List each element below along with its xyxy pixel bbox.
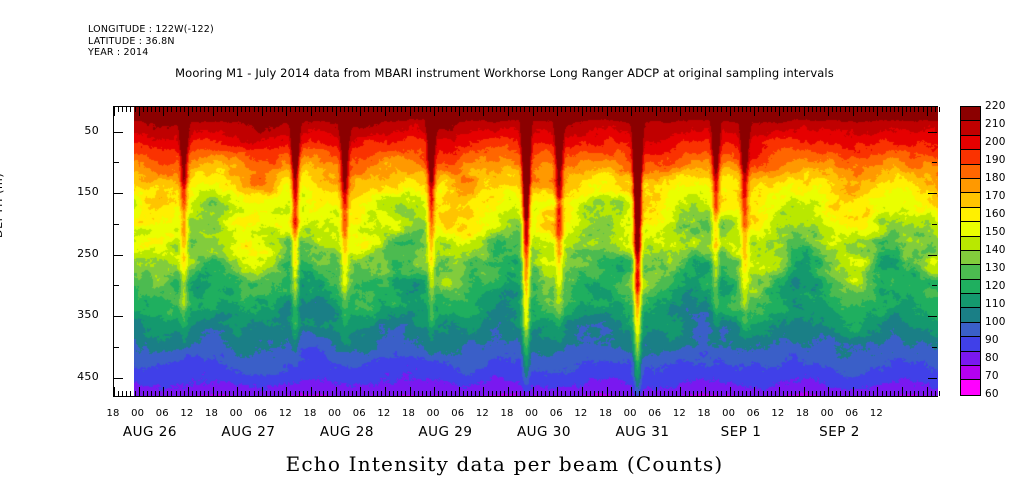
- x-axis-hour-label: 12: [180, 408, 194, 419]
- x-axis-hour-label: 06: [254, 408, 268, 419]
- colorbar-segment: [961, 265, 980, 280]
- y-axis-label: 250: [77, 246, 99, 260]
- x-axis-hour-label: 00: [820, 408, 834, 419]
- colorbar-segment: [961, 150, 980, 165]
- x-axis-hour-label: 12: [574, 408, 588, 419]
- colorbar-segment: [961, 308, 980, 323]
- chart-title: Mooring M1 - July 2014 data from MBARI i…: [175, 66, 834, 80]
- x-axis-day-label: AUG 26: [122, 424, 177, 440]
- x-axis-hour-label: 06: [746, 408, 760, 419]
- colorbar-segment: [961, 250, 980, 266]
- colorbar-tick-label: 190: [985, 154, 1006, 166]
- x-axis-day-label: SEP 1: [720, 424, 762, 440]
- x-axis-hour-label: 06: [451, 408, 465, 419]
- colorbar-segment: [961, 135, 980, 151]
- colorbar-segment: [961, 322, 980, 338]
- colorbar-tick-label: 90: [985, 334, 999, 346]
- colorbar-tick-label: 180: [985, 172, 1006, 184]
- x-axis-hour-label: 12: [278, 408, 292, 419]
- chart-caption: Echo Intensity data per beam (Counts): [285, 452, 724, 476]
- x-axis-hour-label: 12: [771, 408, 785, 419]
- x-axis-hour-label: 06: [352, 408, 366, 419]
- year-text: YEAR : 2014: [88, 47, 149, 59]
- colorbar-segment: [961, 236, 980, 251]
- colorbar-tick-label: 150: [985, 226, 1006, 238]
- colorbar-tick-label: 120: [985, 280, 1006, 292]
- colorbar-segment: [961, 207, 980, 223]
- x-axis-hour-label: 00: [328, 408, 342, 419]
- x-axis-hour-label: 18: [401, 408, 416, 419]
- colorbar-segment: [961, 351, 980, 367]
- x-axis-hour-label: 18: [598, 408, 613, 419]
- colorbar-tick-label: 70: [985, 370, 999, 382]
- x-axis-day-label: AUG 31: [615, 424, 670, 440]
- x-axis-day-label: SEP 2: [819, 424, 860, 440]
- y-axis-label: 50: [84, 123, 99, 137]
- x-axis-day-label: AUG 30: [516, 424, 571, 440]
- colorbar-segment: [961, 193, 980, 208]
- colorbar-segment: [961, 178, 980, 194]
- x-axis-hour-label: 18: [106, 408, 120, 419]
- colorbar-tick-label: 170: [985, 190, 1006, 202]
- colorbar-segment: [961, 121, 980, 136]
- echo-intensity-heatmap: [134, 107, 938, 396]
- colorbar-segment: [961, 294, 980, 309]
- colorbar-segment: [961, 107, 980, 122]
- x-axis-day-label: AUG 28: [319, 424, 374, 440]
- x-axis-day-label: AUG 29: [418, 424, 473, 440]
- x-axis-hour-label: 00: [229, 408, 243, 419]
- colorbar-tick-label: 110: [985, 298, 1006, 310]
- colorbar-segment: [961, 164, 980, 179]
- x-axis-hour-label: 12: [377, 408, 391, 419]
- x-axis-hour-label: 12: [672, 408, 686, 419]
- x-axis-hour-label: 00: [623, 408, 637, 419]
- colorbar-tick-label: 140: [985, 244, 1006, 256]
- colorbar-tick-label: 80: [985, 352, 999, 364]
- colorbar-tick-label: 220: [985, 100, 1006, 112]
- x-axis-hour-label: 00: [722, 408, 736, 419]
- x-axis-hour-label: 12: [475, 408, 489, 419]
- y-axis-label: 150: [77, 185, 99, 199]
- x-axis-hour-label: 18: [303, 408, 317, 419]
- x-axis-hour-label: 06: [155, 408, 169, 419]
- plot-area: [113, 106, 940, 397]
- colorbar-tick-label: 160: [985, 208, 1006, 220]
- x-axis-day-label: AUG 27: [221, 424, 276, 440]
- y-axis-label: 450: [77, 369, 99, 383]
- latitude-text: LATITUDE : 36.8N: [88, 35, 175, 47]
- x-axis-hour-label: 18: [500, 408, 514, 419]
- colorbar-tick-label: 210: [985, 118, 1006, 130]
- colorbar-segment: [961, 380, 980, 395]
- y-axis-title: DEPTH (m): [0, 172, 5, 238]
- x-axis-hour-label: 18: [795, 408, 810, 419]
- colorbar-segment: [961, 279, 980, 295]
- colorbar-tick-label: 60: [985, 388, 999, 400]
- colorbar-segment: [961, 337, 980, 352]
- colorbar-tick-label: 200: [985, 136, 1006, 148]
- station-metadata: LONGITUDE : 122W(-122) LATITUDE : 36.8N …: [88, 24, 214, 59]
- x-axis-hour-label: 18: [204, 408, 219, 419]
- colorbar-tick-label: 130: [985, 262, 1006, 274]
- x-axis-hour-label: 00: [131, 408, 145, 419]
- x-axis-hour-label: 06: [845, 408, 859, 419]
- x-axis-hour-label: 00: [525, 408, 539, 419]
- x-axis-hour-label: 06: [549, 408, 563, 419]
- colorbar: [960, 106, 981, 396]
- x-axis-hour-label: 18: [697, 408, 711, 419]
- x-axis-hour-label: 12: [869, 408, 883, 419]
- x-axis-hour-label: 00: [426, 408, 440, 419]
- longitude-text: LONGITUDE : 122W(-122): [88, 24, 214, 35]
- y-axis-label: 350: [77, 308, 99, 322]
- colorbar-tick-label: 100: [985, 316, 1006, 328]
- colorbar-segment: [961, 366, 980, 381]
- colorbar-segment: [961, 222, 980, 237]
- x-axis-hour-label: 06: [648, 408, 662, 419]
